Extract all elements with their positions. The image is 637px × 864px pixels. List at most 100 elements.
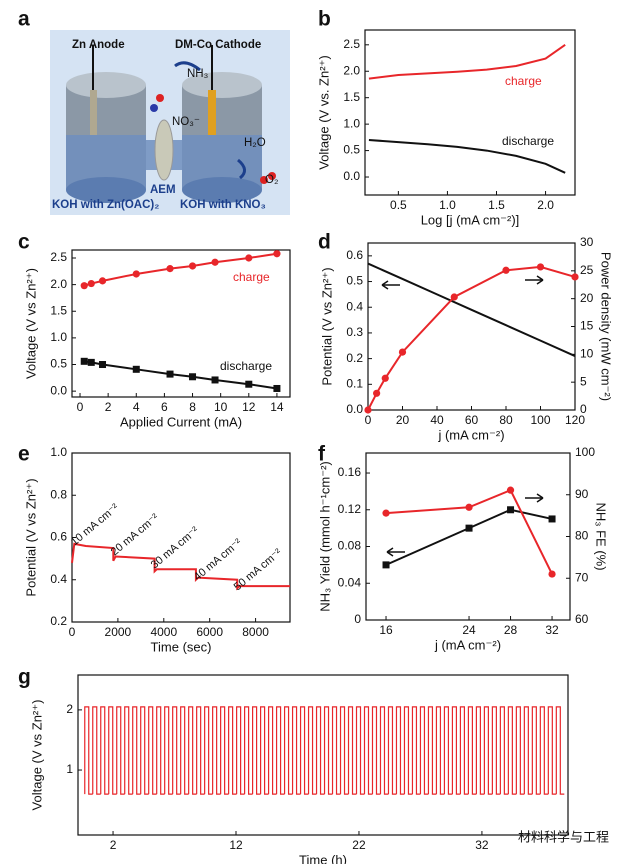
- point: [211, 258, 219, 266]
- y-tick-label: 1: [66, 762, 73, 776]
- x-tick-label: 10: [214, 400, 228, 414]
- y-tick-label: 0.2: [50, 614, 67, 628]
- diagram-text: O₂: [265, 174, 278, 186]
- x-tick-label: 40: [430, 413, 444, 427]
- cycle: [92, 706, 101, 795]
- y-axis-label: Voltage (V vs Zn²⁺): [29, 700, 44, 811]
- x-tick-label: 1.0: [439, 198, 456, 212]
- y-tick-label: 0: [354, 612, 361, 626]
- y2-tick-label: 5: [580, 374, 587, 388]
- point: [465, 524, 473, 532]
- cycle: [244, 706, 253, 795]
- x-tick-label: 28: [504, 623, 518, 637]
- panel-label: e: [18, 443, 30, 466]
- panel-label: g: [18, 666, 31, 689]
- y-axis-label: Potential (V vs Zn²⁺): [319, 267, 334, 385]
- diagram-text: KOH with KNO₃: [180, 199, 266, 211]
- x-tick-label: 12: [229, 838, 243, 852]
- cycle: [347, 706, 357, 795]
- cycle: [180, 706, 189, 795]
- point: [373, 389, 381, 397]
- point: [245, 380, 253, 388]
- x-axis-label: Log [j (mA cm⁻²)]: [421, 212, 520, 227]
- panel-label: c: [18, 231, 30, 254]
- x-tick-label: 0: [77, 400, 84, 414]
- point: [245, 254, 253, 262]
- x-tick-label: 0.5: [390, 198, 407, 212]
- anode-electrode: [90, 90, 97, 135]
- y2-tick-label: 10: [580, 347, 594, 361]
- y-axis-label: Potential (V vs Zn²⁺): [23, 478, 38, 596]
- x-tick-label: 2000: [105, 625, 132, 639]
- point: [507, 506, 515, 514]
- y-tick-label: 2.5: [343, 37, 360, 51]
- cycle: [84, 706, 93, 795]
- y-tick-label: 0.04: [338, 575, 362, 589]
- point: [80, 357, 88, 365]
- cycle: [499, 706, 509, 795]
- diagram: a Zn Anode DM-Co Cathode NH₃ NO₃⁻ H₂O O₂…: [18, 8, 290, 215]
- cathode-cell-top: [182, 72, 262, 98]
- anode-cell-top: [66, 72, 146, 98]
- plot-frame: [364, 29, 576, 196]
- x-tick-label: 6000: [196, 625, 223, 639]
- y-tick-label: 0.6: [346, 248, 363, 262]
- y-tick-label: 0.16: [338, 465, 362, 479]
- y2-tick-label: 90: [575, 487, 589, 501]
- arrow: [525, 275, 544, 285]
- cathode-electrode: [208, 90, 216, 135]
- cycle: [411, 706, 421, 795]
- panel-label: a: [18, 8, 30, 31]
- x-tick-label: 20: [396, 413, 410, 427]
- plot-frame: [71, 249, 291, 398]
- cycle: [164, 706, 173, 795]
- arrow: [525, 493, 544, 503]
- series-line: [367, 262, 576, 357]
- molecule: [156, 94, 164, 102]
- arrow: [381, 280, 400, 290]
- cycle: [172, 706, 181, 795]
- annotation: 40 mA cm⁻²: [192, 536, 245, 583]
- series-line: [71, 542, 290, 591]
- cycle: [204, 706, 213, 795]
- cycle: [156, 706, 165, 795]
- x-tick-label: 8000: [242, 625, 269, 639]
- cycle: [188, 706, 197, 795]
- cycle: [148, 706, 157, 795]
- y-tick-label: 2: [66, 702, 73, 716]
- y-tick-label: 0.2: [346, 351, 363, 365]
- y-tick-label: 2.0: [50, 277, 67, 291]
- cycle: [339, 706, 349, 795]
- cycle: [236, 706, 245, 795]
- point: [465, 503, 473, 511]
- series-line: [385, 488, 553, 575]
- cycle: [523, 706, 533, 795]
- y-tick-label: 1.0: [343, 116, 360, 130]
- x-tick-label: 1.5: [488, 198, 505, 212]
- annotation: 20 mA cm⁻²: [109, 511, 162, 558]
- y-tick-label: 2.0: [343, 63, 360, 77]
- x-tick-label: 100: [530, 413, 550, 427]
- molecule: [260, 176, 268, 184]
- x-tick-label: 22: [352, 838, 366, 852]
- point: [536, 263, 545, 271]
- cycle: [323, 706, 333, 795]
- cycle: [507, 706, 517, 795]
- cycle: [228, 706, 237, 795]
- cycle: [451, 706, 461, 795]
- point: [502, 266, 510, 274]
- point: [273, 250, 281, 258]
- cycle: [252, 706, 261, 795]
- point: [87, 279, 95, 288]
- arrow: [386, 547, 405, 557]
- x-tick-label: 8: [189, 400, 196, 414]
- point: [548, 570, 556, 578]
- series-label: discharge: [502, 134, 554, 148]
- point: [382, 561, 390, 569]
- panel-label: d: [318, 231, 331, 254]
- panel-label: f: [318, 443, 326, 466]
- diagram-text: AEM: [150, 184, 176, 196]
- point: [132, 270, 140, 278]
- diagram-text: DM-Co Cathode: [175, 39, 261, 51]
- diagram-text: NO₃⁻: [172, 116, 200, 128]
